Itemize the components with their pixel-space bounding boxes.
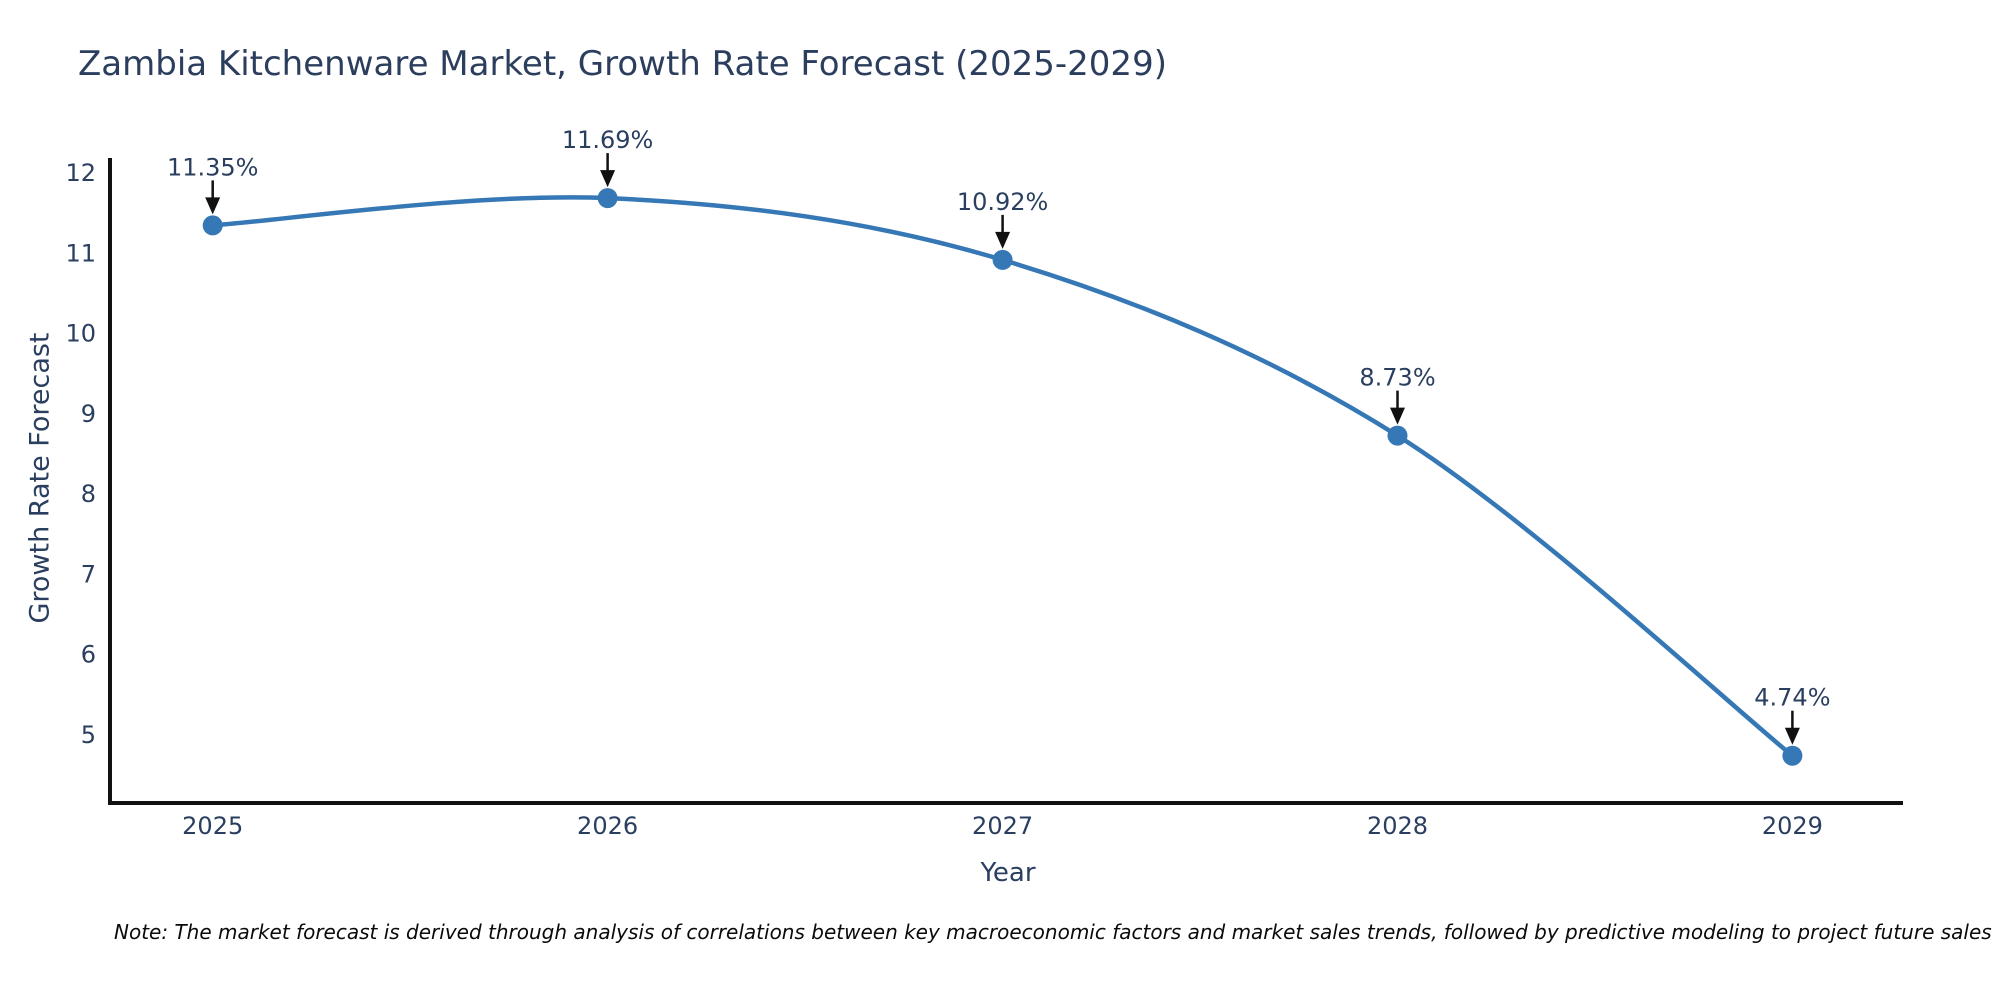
y-tick-label: 9 bbox=[81, 400, 96, 428]
annotation-arrowhead-icon bbox=[600, 170, 616, 188]
annotation-arrowhead-icon bbox=[1390, 407, 1405, 425]
data-point-label: 4.74% bbox=[1754, 684, 1830, 712]
x-tick-label: 2029 bbox=[1762, 812, 1823, 840]
data-point-marker[interactable] bbox=[1782, 745, 1803, 766]
y-axis-title: Growth Rate Forecast bbox=[24, 332, 56, 624]
data-point-marker[interactable] bbox=[1387, 425, 1408, 446]
chart-title: Zambia Kitchenware Market, Growth Rate F… bbox=[78, 44, 1167, 84]
x-tick-label: 2028 bbox=[1367, 812, 1428, 840]
forecast-line bbox=[210, 195, 1795, 758]
y-tick-label: 11 bbox=[65, 240, 96, 268]
y-tick-label: 8 bbox=[81, 480, 96, 508]
y-tick-label: 5 bbox=[81, 721, 96, 749]
annotation-arrowhead-icon bbox=[205, 197, 221, 215]
y-tick-label: 10 bbox=[65, 320, 96, 348]
annotation-arrowhead-icon bbox=[1784, 727, 1800, 745]
data-point-label: 11.69% bbox=[562, 126, 654, 154]
x-tick-label: 2025 bbox=[182, 812, 243, 840]
y-tick-label: 7 bbox=[81, 560, 96, 588]
data-point-marker[interactable] bbox=[992, 249, 1013, 270]
data-point-label: 11.35% bbox=[167, 153, 259, 181]
annotation-arrowhead-icon bbox=[995, 231, 1011, 249]
x-tick-label: 2027 bbox=[972, 812, 1033, 840]
data-point-label: 10.92% bbox=[957, 188, 1049, 216]
y-tick-label: 6 bbox=[81, 641, 96, 669]
data-point-marker[interactable] bbox=[597, 188, 618, 209]
axis-lines bbox=[108, 158, 1903, 805]
data-point-label: 8.73% bbox=[1359, 364, 1435, 392]
y-tick-label: 12 bbox=[65, 159, 96, 187]
data-point-marker[interactable] bbox=[202, 215, 223, 236]
chart-footnote: Note: The market forecast is derived thr… bbox=[114, 920, 1992, 944]
x-axis-title: Year bbox=[980, 858, 1036, 888]
x-tick-label: 2026 bbox=[577, 812, 638, 840]
